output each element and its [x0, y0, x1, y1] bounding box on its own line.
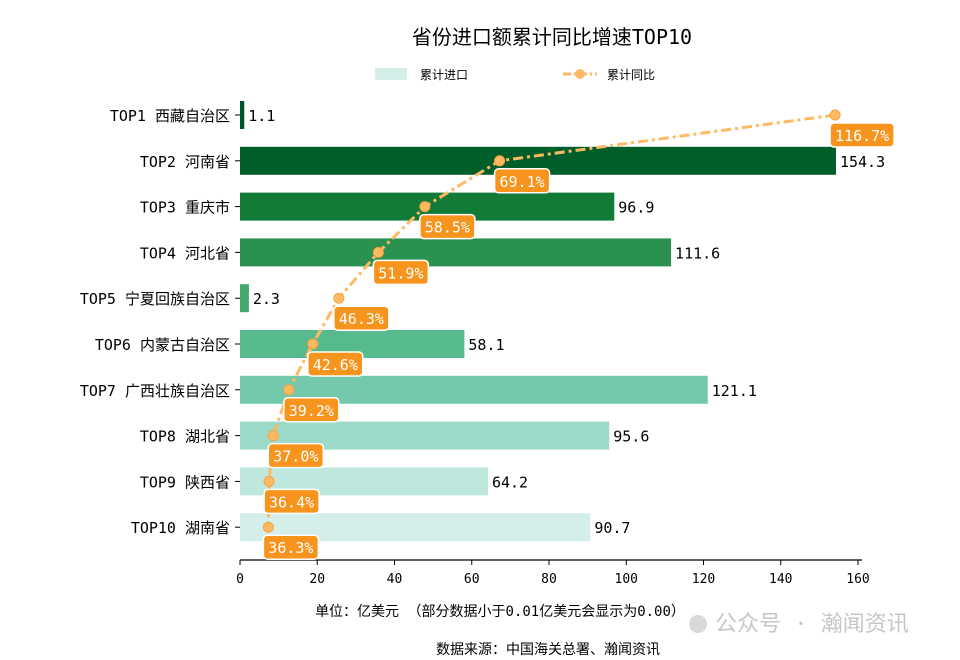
- x-tick-label: 20: [309, 572, 325, 587]
- growth-marker: [829, 109, 841, 121]
- y-tick-label: TOP2 河南省: [140, 153, 230, 171]
- growth-label-box: [829, 122, 895, 148]
- legend-label-bar: 累计进口: [420, 68, 468, 82]
- growth-label: 36.3%: [268, 539, 313, 557]
- y-tick-label: TOP7 广西壮族自治区: [80, 382, 230, 400]
- bar-value-label: 121.1: [712, 382, 757, 400]
- y-tick-label: TOP5 宁夏回族自治区: [80, 290, 230, 308]
- growth-label-box: [262, 534, 320, 560]
- bar: [240, 101, 245, 129]
- growth-label: 39.2%: [289, 402, 334, 420]
- growth-label-box: [493, 168, 551, 194]
- bar-value-label: 96.9: [618, 199, 654, 217]
- bar-value-label: 2.3: [253, 290, 280, 308]
- growth-marker: [333, 292, 345, 304]
- growth-label-box: [283, 397, 340, 423]
- growth-marker: [263, 475, 275, 487]
- x-axis-label: 单位：亿美元 （部分数据小于0.01亿美元会显示为0.00）: [315, 604, 685, 620]
- growth-marker: [494, 155, 506, 167]
- bar: [240, 238, 672, 267]
- growth-marker: [267, 430, 279, 442]
- growth-marker: [419, 201, 431, 213]
- growth-line: [266, 113, 836, 528]
- bar-value-label: 1.1: [248, 107, 275, 125]
- y-tick-label: TOP4 河北省: [140, 244, 230, 262]
- x-tick-label: 120: [692, 572, 715, 587]
- y-tick-label: TOP6 内蒙古自治区: [95, 336, 230, 354]
- growth-label: 116.7%: [835, 127, 889, 145]
- x-tick-label: 0: [236, 572, 244, 587]
- growth-marker: [262, 521, 274, 533]
- growth-label: 46.3%: [339, 310, 384, 328]
- growth-marker: [307, 338, 319, 350]
- growth-label: 69.1%: [500, 173, 545, 191]
- bar-value-label: 58.1: [468, 336, 504, 354]
- source-note: 数据来源：中国海关总署、瀚闻资讯: [436, 642, 660, 658]
- chart-title: 省份进口额累计同比增速TOP10: [412, 25, 692, 49]
- growth-label-box: [267, 442, 325, 469]
- growth-label: 42.6%: [313, 356, 358, 374]
- x-tick-label: 100: [615, 572, 638, 587]
- growth-label: 37.0%: [273, 448, 318, 466]
- growth-marker: [283, 384, 295, 396]
- bar-value-label: 95.6: [613, 428, 649, 446]
- legend-swatch-bar: [375, 68, 407, 80]
- growth-label-box: [307, 351, 364, 377]
- bar-value-label: 111.6: [675, 244, 720, 262]
- x-tick-label: 160: [846, 572, 869, 587]
- y-tick-label: TOP3 重庆市: [140, 199, 230, 217]
- x-tick-label: 60: [464, 572, 480, 587]
- x-tick-label: 140: [769, 572, 792, 587]
- y-tick-label: TOP1 西藏自治区: [110, 107, 230, 125]
- growth-label-box: [263, 488, 320, 515]
- growth-label-box: [372, 259, 430, 286]
- y-tick-label: TOP10 湖南省: [131, 519, 230, 537]
- watermark-text: 公众号 · 瀚闻资讯: [715, 612, 909, 637]
- legend-label-line: 累计同比: [607, 68, 655, 82]
- growth-label-box: [333, 305, 390, 331]
- bar-value-label: 64.2: [492, 473, 528, 491]
- bar-value-label: 90.7: [594, 519, 630, 537]
- growth-label: 36.4%: [269, 493, 314, 511]
- wechat-icon: [689, 615, 707, 633]
- growth-label: 58.5%: [425, 219, 470, 237]
- bar-value-label: 154.3: [840, 153, 885, 171]
- legend-marker-line: [575, 69, 585, 79]
- legend: 累计进口 累计同比: [375, 68, 655, 82]
- growth-label: 51.9%: [378, 264, 423, 282]
- x-tick-label: 80: [541, 572, 557, 587]
- growth-label-box: [419, 213, 476, 240]
- y-tick-label: TOP8 湖北省: [140, 428, 230, 446]
- watermark: 公众号 · 瀚闻资讯: [689, 612, 909, 637]
- x-tick-label: 40: [387, 572, 403, 587]
- y-tick-label: TOP9 陕西省: [140, 473, 230, 491]
- growth-marker: [372, 246, 384, 258]
- bar: [240, 284, 249, 313]
